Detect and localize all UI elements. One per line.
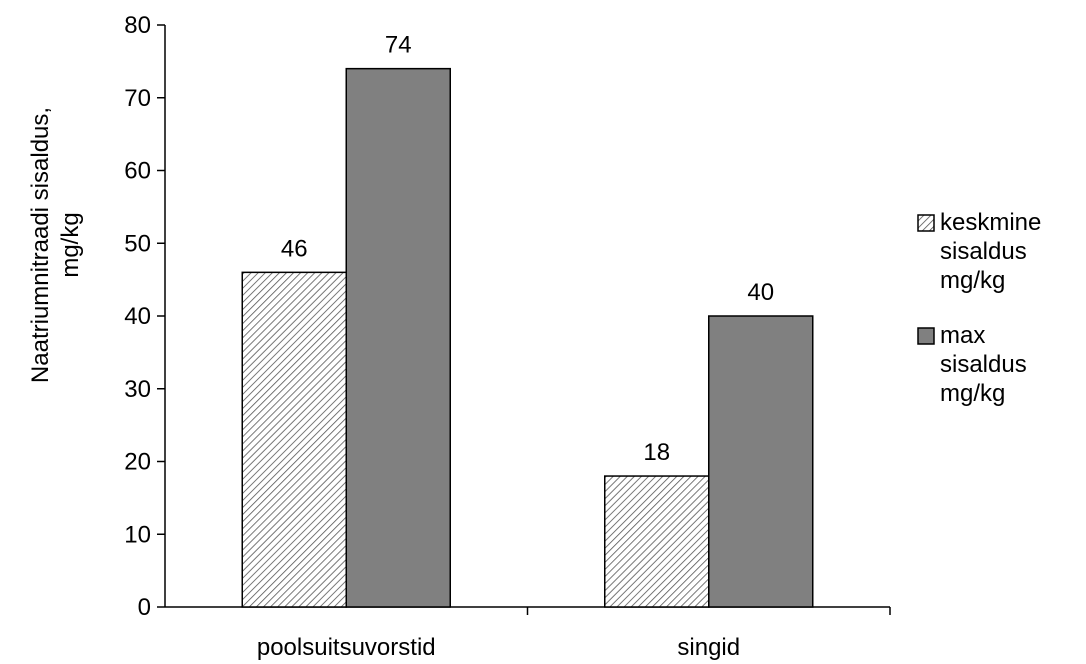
y-tick-label: 60	[124, 158, 151, 185]
bar	[604, 475, 710, 608]
data-label: 18	[643, 439, 670, 466]
legend-label: mg/kg	[940, 267, 1005, 294]
legend-label: sisaldus	[940, 351, 1027, 378]
y-tick-label: 50	[124, 230, 151, 257]
x-tick-label: singid	[677, 634, 740, 661]
x-tick-label: poolsuitsuvorstid	[257, 634, 436, 661]
bar	[345, 67, 451, 608]
legend-swatch	[917, 214, 935, 232]
plot-area: 0 10 20 30 40 50 60 70 80 46 74 poolsuitsuvorstid 18…	[124, 12, 891, 661]
y-tick-label: 80	[124, 12, 151, 39]
y-tick-label: 30	[124, 376, 151, 403]
data-label: 46	[281, 235, 308, 262]
y-tick-label: 0	[138, 594, 151, 621]
bar	[708, 315, 814, 608]
legend-label: keskmine	[940, 209, 1041, 236]
legend-label: sisaldus	[940, 238, 1027, 265]
y-tick-label: 70	[124, 85, 151, 112]
legend-label: max	[940, 322, 985, 349]
legend-label: mg/kg	[940, 380, 1005, 407]
legend-swatch	[917, 327, 935, 345]
y-tick-label: 10	[124, 521, 151, 548]
y-tick-label: 20	[124, 449, 151, 476]
data-label: 74	[385, 32, 412, 59]
data-label: 40	[747, 279, 774, 306]
y-axis-title-line-2: mg/kg	[57, 212, 84, 277]
y-axis-title: Naatriumnitraadi sisaldus, mg/kg	[27, 107, 84, 383]
y-axis-title-line-1: Naatriumnitraadi sisaldus,	[27, 107, 54, 383]
y-tick-label: 40	[124, 303, 151, 330]
bar	[241, 271, 347, 608]
